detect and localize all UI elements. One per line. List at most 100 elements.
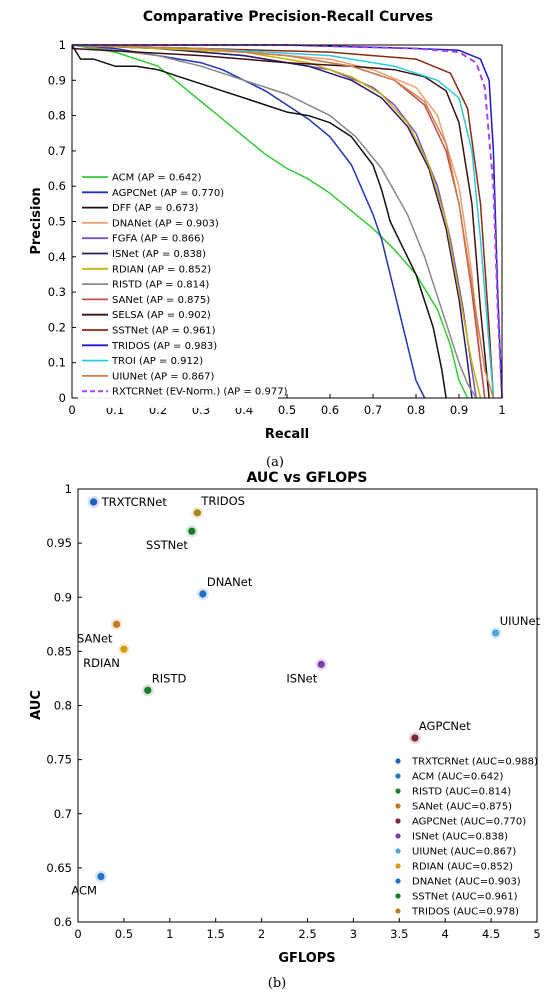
point-rdian [120,645,128,653]
point-label: AGPCNet [419,719,471,733]
x-tick-label: 4 [442,927,449,941]
point-label: SANet [77,631,113,645]
y-tick-label: 1 [65,482,72,496]
legend-entry: ISNet (AUC=0.838) [412,832,508,843]
point-sanet [112,620,121,628]
pr-curve-chart: Comparative Precision-Recall Curves 0 0.1… [29,9,506,470]
chart-b-title: AUC vs GFLOPS [247,470,368,486]
legend-entry: RXTCRNet (EV-Norm.) (AP = 0.977) [112,387,288,398]
legend-marker [395,773,401,779]
point-label: RISTD [152,671,187,685]
curve-isnet [71,44,473,399]
y-tick-label: 0.95 [46,536,72,550]
x-tick-label: 2 [258,927,265,941]
chart-b-x-label: GFLOPS [278,951,335,966]
auc-gflops-chart: AUC vs GFLOPS 0 0.5 1 1.5 2 2.5 3 3.5 4 4.5 5 0.60… [29,470,541,991]
point-label: TRXTCRNet [101,495,168,509]
x-tick-label: 2.5 [298,927,316,941]
y-tick-label: 0.6 [54,915,72,929]
legend-entry: TROI (AP = 0.912) [111,356,203,367]
pr-curves [71,44,503,399]
legend-entry: RDIAN (AP = 0.852) [112,264,211,275]
chart-b-x-ticks: 0 0.5 1 1.5 2 2.5 3 3.5 4 4.5 5 [74,918,541,941]
y-tick-label: 0.5 [48,215,66,229]
y-tick-label: 0.85 [46,644,72,658]
point-label: ISNet [286,671,317,685]
point-sstnet [188,527,196,535]
y-tick-label: 0.9 [54,590,72,604]
legend-marker [395,818,401,824]
chart-a-y-ticks: 0 0.1 0.2 0.3 0.4 0.5 0.6 0.7 0.8 0.9 1 [48,38,76,405]
curve-sstnet [71,44,495,399]
y-tick-label: 1 [59,38,66,52]
chart-b-legend: TRXTCRNet (AUC=0.988) ACM (AUC=0.642) RIST… [395,757,538,918]
x-tick-label: 0.5 [115,927,133,941]
x-tick-label: 0 [74,927,81,941]
x-tick-label: 0.8 [407,403,425,417]
point-label: DNANet [207,575,253,589]
y-tick-label: 0.7 [48,144,66,158]
y-tick-label: 0.65 [46,861,72,875]
legend-entry: DNANet (AUC=0.903) [412,877,521,888]
legend-entry: ACM (AUC=0.642) [412,772,504,783]
legend-entry: SELSA (AP = 0.902) [112,310,211,321]
x-tick-label: 0.9 [450,403,468,417]
x-tick-label: 1.5 [207,927,225,941]
point-label: RDIAN [83,656,120,670]
legend-entry: RISTD (AP = 0.814) [112,280,209,291]
legend-entry: ISNet (AP = 0.838) [112,249,206,260]
curve-agpcnet [71,44,426,399]
legend-marker [395,833,401,839]
legend-entry: UIUNet (AP = 0.867) [112,371,214,382]
legend-entry: SANet (AUC=0.875) [412,802,512,813]
y-tick-label: 0.1 [48,356,66,370]
point-tridos [193,509,201,517]
x-tick-label: 5 [533,927,540,941]
legend-marker [395,863,401,869]
chart-a-title: Comparative Precision-Recall Curves [143,9,433,25]
legend-marker [395,758,401,764]
curve-ristd [71,44,477,399]
chart-a-legend: ACM (AP = 0.642) AGPCNet (AP = 0.770) DFF … [78,168,288,408]
point-dnanet [199,590,207,598]
legend-marker [395,848,401,854]
legend-entry: RISTD (AUC=0.814) [412,787,511,798]
y-tick-label: 0 [59,391,66,405]
point-label: ACM [71,884,97,898]
curve-dff [71,44,447,399]
x-tick-label: 4.5 [482,927,500,941]
legend-marker [395,788,401,794]
legend-entry: AGPCNet (AP = 0.770) [112,188,224,199]
point-label: UIUNet [500,614,541,628]
y-tick-label: 0.2 [48,320,66,334]
point-acm [97,872,105,881]
legend-entry: AGPCNet (AUC=0.770) [412,817,526,828]
legend-entry: SANet (AP = 0.875) [112,295,210,306]
y-tick-label: 0.4 [48,250,66,264]
chart-b-y-label: AUC [29,690,44,720]
point-trxtcrnet [90,498,98,506]
x-tick-label: 3 [350,927,357,941]
y-tick-label: 0.8 [54,699,72,713]
chart-a-x-label: Recall [265,427,309,442]
chart-a-y-label: Precision [29,187,44,254]
y-tick-label: 0.3 [48,285,66,299]
y-tick-label: 0.7 [54,807,72,821]
x-tick-label: 1 [166,927,173,941]
point-agpcnet [411,734,419,742]
legend-marker [395,908,401,914]
legend-marker [395,803,401,809]
y-tick-label: 0.8 [48,109,66,123]
chart-a-caption: (a) [266,455,284,470]
point-label: SSTNet [146,538,188,552]
x-tick-label: 3.5 [390,927,408,941]
x-tick-label: 0 [68,403,75,417]
chart-b-caption: (b) [268,976,286,991]
legend-entry: TRIDOS (AP = 0.983) [111,341,217,352]
legend-entry: TRIDOS (AUC=0.978) [411,907,519,918]
x-tick-label: 0.7 [364,403,382,417]
legend-entry: TRXTCRNet (AUC=0.988) [411,757,538,768]
chart-b-points: TRXTCRNet ACM RISTD SANet AGPCNet ISNet UIUNet… [71,494,540,898]
curve-acm [71,44,469,399]
